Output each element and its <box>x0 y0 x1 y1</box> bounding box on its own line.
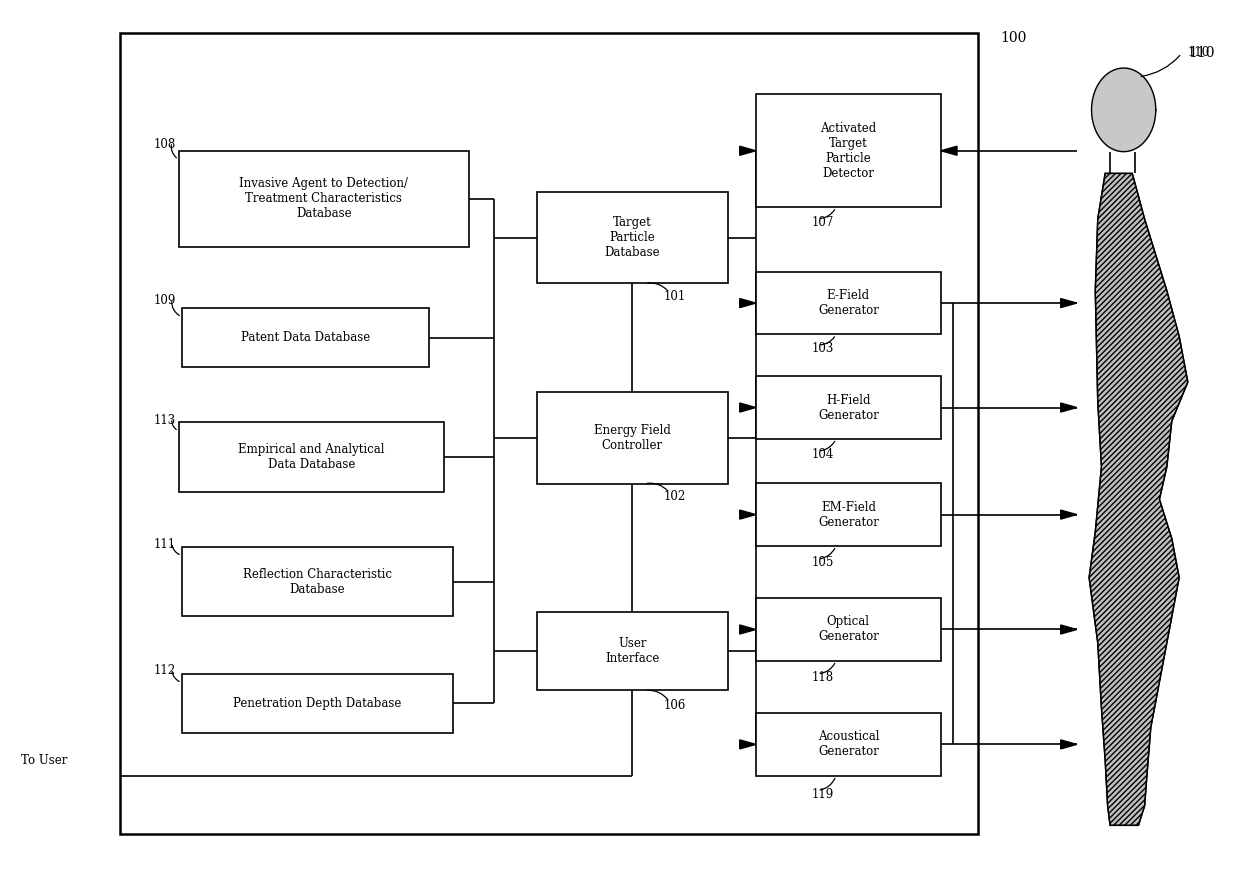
Text: Empirical and Analytical
Data Database: Empirical and Analytical Data Database <box>238 443 384 471</box>
Text: 110: 110 <box>1188 46 1214 60</box>
Polygon shape <box>941 146 957 155</box>
Polygon shape <box>740 740 756 749</box>
Text: User
Interface: User Interface <box>605 637 660 665</box>
Polygon shape <box>1060 740 1076 749</box>
FancyBboxPatch shape <box>537 612 728 690</box>
FancyBboxPatch shape <box>756 272 941 335</box>
Text: 107: 107 <box>811 216 833 229</box>
Text: Activated
Target
Particle
Detector: Activated Target Particle Detector <box>820 122 877 180</box>
Text: 101: 101 <box>663 290 686 303</box>
Text: 111: 111 <box>154 538 176 551</box>
FancyBboxPatch shape <box>179 422 444 492</box>
FancyBboxPatch shape <box>120 33 978 834</box>
Text: Invasive Agent to Detection/
Treatment Characteristics
Database: Invasive Agent to Detection/ Treatment C… <box>239 177 408 220</box>
Text: To User: To User <box>21 754 68 767</box>
Polygon shape <box>740 625 756 634</box>
Polygon shape <box>740 510 756 519</box>
Polygon shape <box>1060 625 1076 634</box>
Text: 104: 104 <box>811 449 833 462</box>
Polygon shape <box>1091 68 1156 152</box>
Text: 112: 112 <box>154 664 176 677</box>
FancyBboxPatch shape <box>182 308 429 368</box>
FancyBboxPatch shape <box>182 547 454 617</box>
Text: 109: 109 <box>154 294 176 307</box>
Text: 100: 100 <box>1001 31 1027 45</box>
FancyBboxPatch shape <box>537 192 728 284</box>
FancyBboxPatch shape <box>756 598 941 661</box>
Polygon shape <box>1089 173 1188 825</box>
Text: 102: 102 <box>663 491 686 503</box>
Text: Target
Particle
Database: Target Particle Database <box>605 216 660 259</box>
Text: 113: 113 <box>154 413 176 427</box>
Polygon shape <box>740 299 756 307</box>
Text: Acoustical
Generator: Acoustical Generator <box>817 731 879 759</box>
Polygon shape <box>740 403 756 412</box>
Text: 110: 110 <box>1188 46 1210 60</box>
Polygon shape <box>740 146 756 155</box>
Text: 108: 108 <box>154 138 176 151</box>
Text: Optical
Generator: Optical Generator <box>818 616 879 644</box>
Polygon shape <box>1060 510 1076 519</box>
Text: 105: 105 <box>811 556 833 569</box>
Text: 119: 119 <box>811 788 833 801</box>
Text: 118: 118 <box>811 671 833 684</box>
Text: E-Field
Generator: E-Field Generator <box>818 289 879 317</box>
Text: Reflection Characteristic
Database: Reflection Characteristic Database <box>243 568 392 596</box>
Text: Patent Data Database: Patent Data Database <box>241 331 370 344</box>
FancyBboxPatch shape <box>756 713 941 776</box>
Text: 103: 103 <box>811 343 833 356</box>
Text: 106: 106 <box>663 699 686 712</box>
Text: EM-Field
Generator: EM-Field Generator <box>818 500 879 528</box>
FancyBboxPatch shape <box>756 484 941 546</box>
FancyBboxPatch shape <box>182 674 454 733</box>
FancyBboxPatch shape <box>756 95 941 208</box>
FancyBboxPatch shape <box>537 392 728 484</box>
Polygon shape <box>1060 403 1076 412</box>
FancyBboxPatch shape <box>179 151 469 246</box>
Text: Penetration Depth Database: Penetration Depth Database <box>233 697 402 710</box>
Polygon shape <box>1060 299 1076 307</box>
FancyBboxPatch shape <box>756 376 941 439</box>
Text: H-Field
Generator: H-Field Generator <box>818 393 879 421</box>
Text: Energy Field
Controller: Energy Field Controller <box>594 424 671 452</box>
